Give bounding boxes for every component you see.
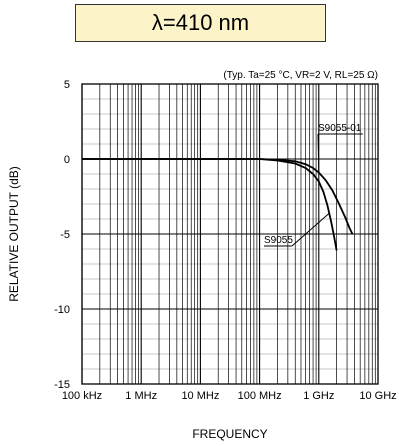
x-tick-label: 10 MHz xyxy=(181,390,219,402)
test-condition: (Typ. Ta=25 °C, VR=2 V, RL=25 Ω) xyxy=(223,70,378,81)
x-tick-label: 1 MHz xyxy=(125,390,157,402)
label-leader xyxy=(317,133,320,173)
y-axis-label: RELATIVE OUTPUT (dB) xyxy=(7,166,21,302)
series-line-s9055 xyxy=(82,158,338,251)
chart-title: λ=410 nm xyxy=(151,10,250,35)
y-tick-label: -5 xyxy=(60,229,70,241)
plot-frame xyxy=(81,83,379,385)
x-tick-label: 100 MHz xyxy=(238,390,282,402)
series-label-s9055: S9055 xyxy=(264,235,293,246)
y-tick-label: 0 xyxy=(64,154,70,166)
grid xyxy=(81,83,378,385)
y-tick-label: -15 xyxy=(54,379,70,391)
series-label-s9055-01: S9055-01 xyxy=(318,123,362,134)
y-tick-label: 5 xyxy=(64,79,70,91)
label-leader xyxy=(291,212,330,247)
series-layer xyxy=(82,158,354,251)
series-line-s9055-01 xyxy=(82,158,354,235)
y-tick-label: -10 xyxy=(54,304,70,316)
x-tick-label: 100 kHz xyxy=(62,390,102,402)
tick-labels: 100 kHz 1 MHz 10 MHz 100 MHz 1 GHz 10 GHz 5 0 -5… xyxy=(54,79,397,402)
x-tick-label: 10 GHz xyxy=(359,390,396,402)
chart-title-box: λ=410 nm xyxy=(75,4,326,42)
x-tick-label: 1 GHz xyxy=(303,390,334,402)
annotation-layer: S9055-01 S9055 xyxy=(264,123,363,247)
x-axis-label: FREQUENCY xyxy=(192,427,267,441)
